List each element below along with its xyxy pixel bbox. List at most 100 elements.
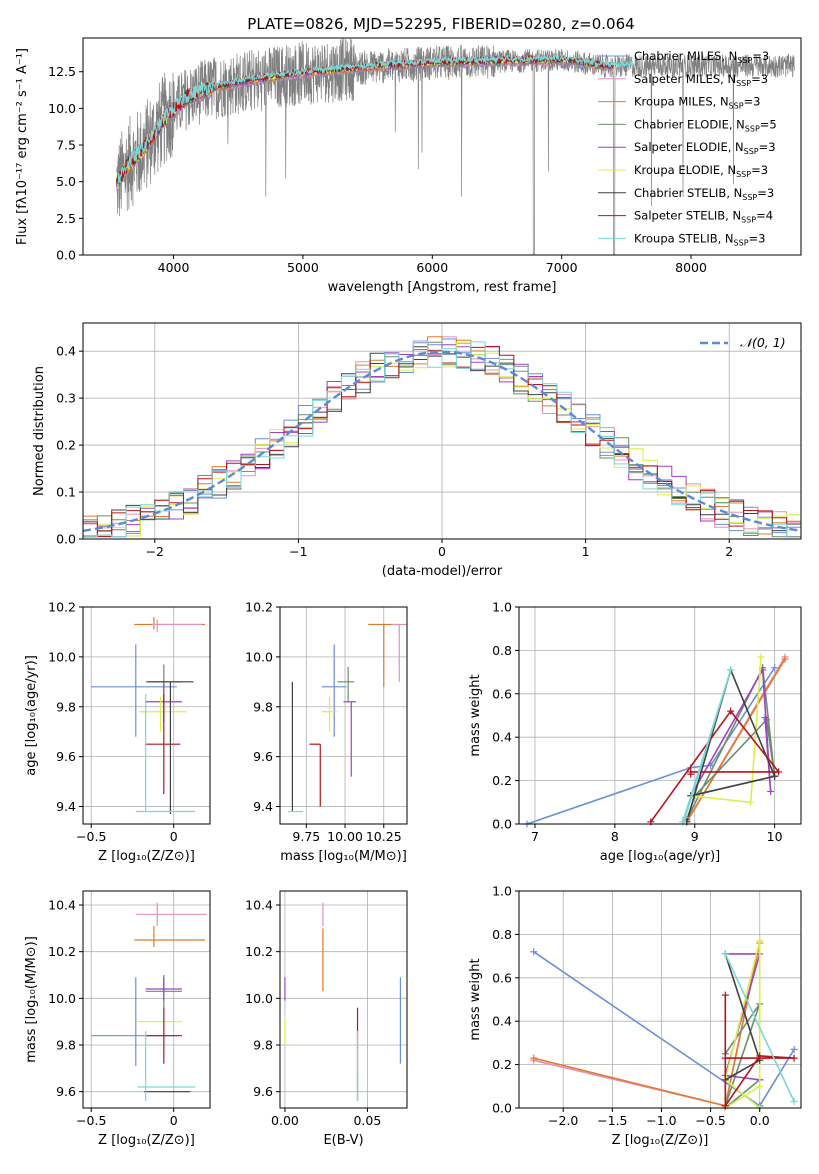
x-tick-label: −0.5 [695,1113,725,1128]
y-tick-label: 0.0 [56,248,76,263]
weight-marker-kr_miles [530,1054,538,1062]
y-tick-label: 0.3 [56,391,76,406]
y-tick-label: 10.2 [48,600,76,615]
legend-label: Kroupa MILES, NSSP=3 [634,95,760,111]
weight-marker-kr_elodie [747,798,755,806]
x-tick-label: 4000 [158,260,190,275]
weight-marker-kr_stelib [721,950,729,958]
model-spectrum-kr_stelib [116,54,634,187]
x-tick-label: 10.00 [327,829,363,844]
x-tick-label: 0.00 [271,1113,299,1128]
x-tick-label: −1.0 [646,1113,676,1128]
y-tick-label: 1.0 [492,600,512,615]
y-tick-label: 9.6 [253,1084,273,1099]
y-tick-label: 10.2 [245,600,273,615]
legend-label: 𝒩(0, 1) [740,335,786,350]
y-tick-label: 9.8 [56,1038,76,1053]
weight-marker-cb_miles [771,664,779,672]
y-tick-label: 5.0 [56,174,76,189]
y-tick-label: 0.4 [492,1014,512,1029]
age-vs-metallicity-panel: −0.5 0 9.4 9.6 9.8 10.0 10.2 Z [log₁₀(Z/Z⊙)] age… [24,600,211,864]
y-tick-label: 0.6 [492,686,512,701]
axes-frame [82,890,211,1109]
legend-label: Chabrier ELODIE, NSSP=5 [634,117,777,133]
y-tick-label: 0.2 [56,438,76,453]
axes-frame [518,606,802,825]
weight-marker-kr_stelib [727,666,735,674]
weight-marker-cb_stelib [771,772,779,780]
y-tick-label: 0.8 [492,927,512,942]
x-axis-label: mass [log₁₀(M/M⊙)] [280,849,407,864]
y-tick-label: 10.2 [48,944,76,959]
weight-line-sp_elodie [690,667,772,797]
x-axis-label: Z [log₁₀(Z/Z⊙)] [612,1133,709,1148]
spectrum-plot-area [116,38,795,255]
figure-title: PLATE=0826, MJD=52295, FIBERID=0280, z=0… [247,15,634,33]
legend-label: Salpeter ELODIE, NSSP=3 [634,140,776,156]
x-axis-label: E(B-V) [323,1133,363,1148]
weight-line-cb_stelib [686,667,776,823]
weight-vs-age-panel: 7 8 9 10 0.0 0.2 0.4 0.6 0.8 1.0 age [log₁₀(age/yr… [468,600,802,864]
x-tick-label: 10.25 [366,829,402,844]
y-tick-label: 2.5 [56,211,76,226]
y-tick-label: 9.6 [56,1084,76,1099]
axes-frame [82,606,211,825]
x-tick-label: −1.5 [597,1113,627,1128]
x-tick-label: 7 [531,829,539,844]
legend-label: Chabrier MILES, NSSP=3 [634,49,769,65]
weight-marker-sp_stelib [790,1054,798,1062]
weight-marker-kr_elodie [756,937,764,945]
legend-label: Chabrier STELIB, NSSP=3 [634,186,774,202]
x-tick-label: −0.5 [76,829,106,844]
weight-marker-sp_stelib [721,991,729,999]
x-tick-label: −1 [289,544,307,559]
y-tick-label: 0.1 [56,485,76,500]
y-tick-label: 0.0 [492,817,512,832]
x-tick-label: 9.75 [292,829,320,844]
x-axis-label: Z [log₁₀(Z/Z⊙)] [98,1133,195,1148]
weight-marker-sp_stelib [727,707,735,715]
y-tick-label: 0.6 [492,970,512,985]
observed-spectrum [116,38,795,255]
weight-marker-sp_stelib [687,770,695,778]
x-tick-label: 6000 [416,260,448,275]
weight-marker-kr_stelib [790,1097,798,1105]
weight-line-kr_miles [686,658,786,823]
y-axis-label: mass [log₁₀(M/M⊙)] [24,936,39,1063]
weight-line-cb_miles [533,951,795,1107]
y-tick-label: 0.0 [56,532,76,547]
y-axis-label: Flux [fλ10⁻¹⁷ erg cm⁻² s⁻¹ A⁻¹] [15,48,30,245]
axes-frame [518,890,802,1109]
weight-marker-kr_elodie [757,653,765,661]
y-tick-label: 10.0 [48,649,76,664]
weight-marker-cb_miles [790,1045,798,1053]
x-tick-label: 10 [767,829,783,844]
x-tick-label: 8 [611,829,619,844]
weight-marker-sp_elodie [761,714,769,722]
x-tick-label: 0.0 [750,1113,770,1128]
y-tick-label: 0.2 [492,1057,512,1072]
x-tick-label: 9 [691,829,699,844]
y-tick-label: 12.5 [48,64,76,79]
y-tick-label: 9.6 [253,749,273,764]
x-tick-label: 7000 [546,260,578,275]
x-tick-label: −2 [146,544,164,559]
axes-frame [279,606,408,825]
axes-frame [279,890,408,1109]
x-tick-label: 2 [725,544,733,559]
x-axis-label: Z [log₁₀(Z/Z⊙)] [98,849,195,864]
y-tick-label: 9.4 [56,799,76,814]
legend-label: Kroupa STELIB, NSSP=3 [634,231,765,247]
x-axis-label: (data-model)/error [382,564,503,579]
y-tick-label: 0.2 [492,773,512,788]
y-tick-label: 0.4 [492,730,512,745]
y-axis-label: mass weight [468,674,483,756]
x-tick-label: 8000 [675,260,707,275]
y-tick-label: 10.2 [245,944,273,959]
y-tick-label: 10.4 [48,898,76,913]
y-tick-label: 9.4 [253,799,273,814]
weight-marker-kr_elodie [756,1082,764,1090]
x-tick-label: 5000 [287,260,319,275]
weight-line-sp_elodie [724,953,761,1081]
